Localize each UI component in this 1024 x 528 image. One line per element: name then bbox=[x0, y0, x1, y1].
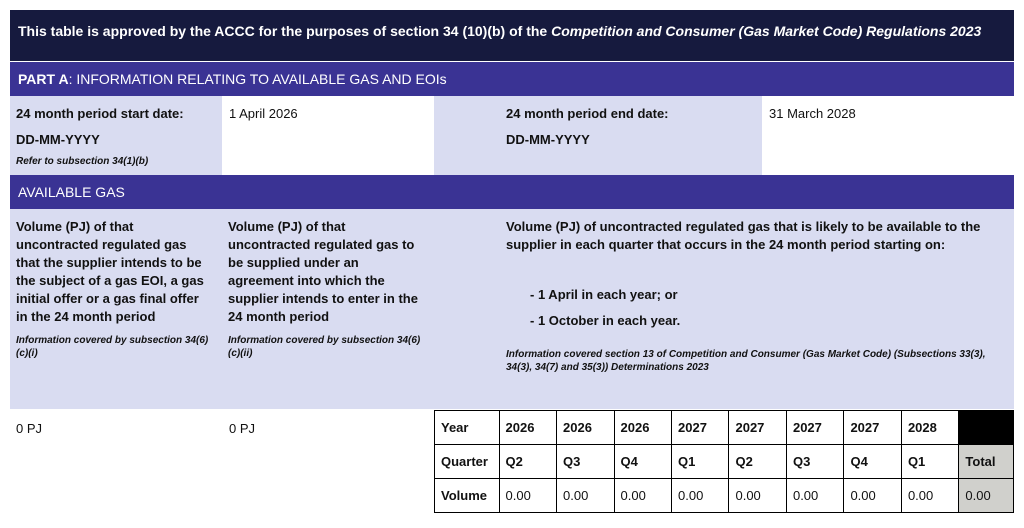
end-format: DD-MM-YYYY bbox=[506, 132, 590, 147]
table-cell: Q2 bbox=[728, 444, 787, 479]
col2-note: Information covered by subsection 34(6)(… bbox=[228, 335, 421, 359]
end-value: 31 March 2028 bbox=[762, 96, 1014, 175]
table-cell: 2026 bbox=[498, 410, 558, 445]
table-cell: 0.00 bbox=[728, 478, 787, 513]
col1-heading: Volume (PJ) of that uncontracted regulat… bbox=[16, 219, 204, 324]
col2-heading: Volume (PJ) of that uncontracted regulat… bbox=[228, 219, 418, 324]
table-cell: 2026 bbox=[556, 410, 615, 445]
start-label: 24 month period start date: bbox=[16, 106, 184, 121]
table-cell: 2027 bbox=[785, 410, 845, 445]
table-cell: 2027 bbox=[670, 410, 730, 445]
end-label-cell: 24 month period end date: DD-MM-YYYY bbox=[434, 96, 762, 175]
quarter-table: Year 2026 2026 2026 2027 2027 2027 2027 2028 Quar… bbox=[434, 410, 1014, 513]
table-cell: 2028 bbox=[900, 410, 960, 445]
table-cell: Year bbox=[434, 410, 500, 445]
col2-value: 0 PJ bbox=[229, 421, 256, 436]
blank-cell bbox=[958, 410, 1014, 445]
col1-value: 0 PJ bbox=[16, 421, 43, 436]
table-cell: Q3 bbox=[785, 444, 845, 479]
col3-bullet: - 1 April in each year; or bbox=[530, 287, 678, 302]
table-cell: 0.00 bbox=[958, 478, 1014, 513]
table-cell: Q4 bbox=[843, 444, 902, 479]
table-cell: 2027 bbox=[728, 410, 787, 445]
header-text: This table is approved by the ACCC for t… bbox=[18, 23, 552, 39]
table-row: Year 2026 2026 2026 2027 2027 2027 2027 2028 bbox=[434, 410, 1014, 445]
start-value: 1 April 2026 bbox=[222, 96, 434, 175]
header-italic: Competition and Consumer (Gas Market Cod… bbox=[551, 23, 982, 39]
available-gas-bar: AVAILABLE GAS bbox=[10, 175, 1014, 209]
col3-heading: Volume (PJ) of uncontracted regulated ga… bbox=[506, 219, 981, 252]
table-cell: Q1 bbox=[670, 444, 730, 479]
table-cell: 0.00 bbox=[670, 478, 730, 513]
col2: Volume (PJ) of that uncontracted regulat… bbox=[222, 218, 432, 360]
table-cell: Quarter bbox=[434, 444, 500, 479]
part-a-title: : INFORMATION RELATING TO AVAILABLE GAS … bbox=[68, 71, 447, 87]
columns-bg bbox=[10, 209, 1014, 409]
table-cell: Q2 bbox=[498, 444, 558, 479]
table-cell: Volume bbox=[434, 478, 500, 513]
table-cell: Q4 bbox=[613, 444, 673, 479]
table-cell: 0.00 bbox=[900, 478, 960, 513]
part-a-label: PART A bbox=[18, 71, 69, 87]
col3: Volume (PJ) of uncontracted regulated ga… bbox=[500, 218, 1005, 374]
col1: Volume (PJ) of that uncontracted regulat… bbox=[10, 218, 215, 360]
start-format: DD-MM-YYYY bbox=[16, 132, 100, 147]
table-cell: 0.00 bbox=[843, 478, 902, 513]
table-row: Volume 0.00 0.00 0.00 0.00 0.00 0.00 0.00 0.00 0.… bbox=[434, 478, 1014, 513]
table-cell: 2027 bbox=[843, 410, 902, 445]
table-cell: Q3 bbox=[556, 444, 615, 479]
col1-note: Information covered by subsection 34(6)(… bbox=[16, 335, 209, 359]
table-cell: Q1 bbox=[900, 444, 960, 479]
table-cell: 0.00 bbox=[556, 478, 615, 513]
start-note: Refer to subsection 34(1)(b) bbox=[16, 156, 149, 167]
table-row: Quarter Q2 Q3 Q4 Q1 Q2 Q3 Q4 Q1 Total bbox=[434, 444, 1014, 479]
table-cell: 0.00 bbox=[785, 478, 845, 513]
col3-note: Information covered section 13 of Compet… bbox=[506, 349, 986, 373]
table-cell: 2026 bbox=[613, 410, 673, 445]
table-cell: Total bbox=[958, 444, 1014, 479]
start-label-cell: 24 month period start date: DD-MM-YYYY R… bbox=[10, 96, 222, 175]
approval-header: This table is approved by the ACCC for t… bbox=[10, 10, 1014, 61]
end-label: 24 month period end date: bbox=[506, 106, 669, 121]
col3-bullet: - 1 October in each year. bbox=[530, 313, 681, 328]
table-cell: 0.00 bbox=[613, 478, 673, 513]
table-cell: 0.00 bbox=[498, 478, 558, 513]
part-a-bar: PART A: INFORMATION RELATING TO AVAILABL… bbox=[10, 62, 1014, 96]
